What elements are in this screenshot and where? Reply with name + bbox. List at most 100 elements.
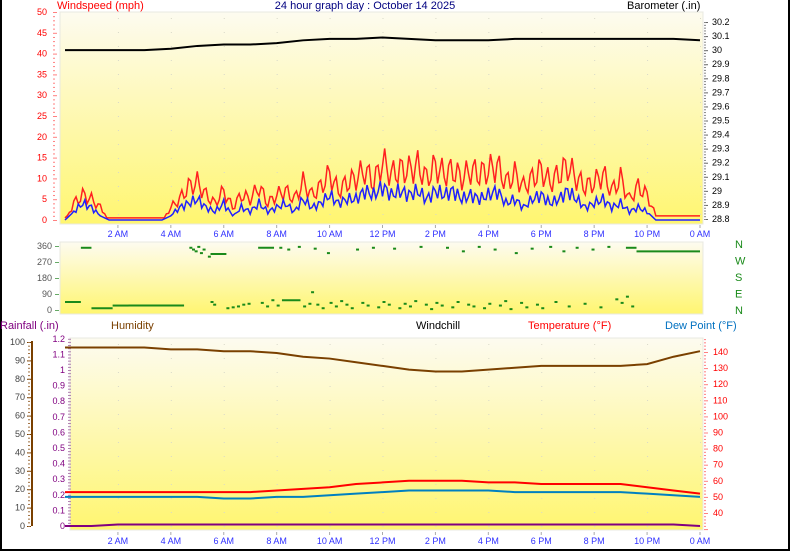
- grid-dot: [223, 442, 225, 443]
- grid-dot: [117, 456, 119, 457]
- humidity-minor-tick: [28, 393, 30, 395]
- temperature-tick: [704, 464, 708, 466]
- grid-dot: [541, 102, 543, 103]
- grid-dot: [223, 400, 225, 401]
- barometer-minor-tick: [704, 179, 706, 181]
- barometer-minor-tick: [704, 202, 706, 204]
- windspeed-tick: [53, 136, 57, 138]
- barometer-minor-tick: [704, 64, 706, 66]
- rainfall-tick: [68, 479, 71, 481]
- windspeed-tick-label: 5: [42, 194, 47, 204]
- temperature-tick: [704, 377, 706, 379]
- rainfall-tick: [68, 429, 71, 431]
- direction-tick-label: 360: [37, 241, 52, 251]
- grid-dot: [488, 116, 490, 117]
- temperature-tick: [704, 384, 708, 386]
- rainfall-tick: [68, 454, 71, 456]
- windspeed-tick: [53, 124, 55, 126]
- temperature-tick-label: 90: [713, 428, 723, 438]
- grid-dot: [223, 144, 225, 145]
- windspeed-tick: [53, 78, 55, 80]
- windspeed-tick-label: 30: [37, 90, 47, 100]
- grid-dot: [276, 158, 278, 159]
- grid-dot: [488, 102, 490, 103]
- windspeed-tick: [53, 190, 55, 192]
- barometer-minor-tick: [704, 22, 706, 24]
- barometer-minor-tick: [704, 61, 706, 63]
- grid-dot: [541, 498, 543, 499]
- humidity-minor-tick: [28, 503, 30, 505]
- direction-point: [488, 302, 492, 305]
- grid-dot: [223, 116, 225, 117]
- barometer-minor-tick: [704, 154, 706, 156]
- windspeed-tick: [53, 199, 57, 201]
- grid-dot: [541, 18, 543, 19]
- barometer-tick-label: 29.1: [712, 172, 730, 182]
- rainfall-tick: [68, 357, 71, 359]
- grid-dot: [594, 526, 596, 527]
- x-tick-label: 4 PM: [478, 229, 499, 239]
- direction-point: [440, 304, 444, 307]
- grid-dot: [647, 414, 649, 415]
- grid-dot: [276, 344, 278, 345]
- grid-dot: [170, 498, 172, 499]
- grid-dot: [329, 428, 331, 429]
- rainfall-tick-label: 0.3: [52, 474, 65, 484]
- windspeed-tick: [53, 32, 57, 34]
- grid-dot: [170, 116, 172, 117]
- grid-dot: [541, 470, 543, 471]
- grid-dot: [700, 456, 701, 457]
- grid-dot: [488, 144, 490, 145]
- direction-point: [456, 301, 460, 303]
- humidity-minor-tick: [28, 367, 30, 369]
- rainfall-tick: [68, 466, 71, 468]
- direction-point: [210, 301, 214, 303]
- temperature-tick: [704, 348, 706, 350]
- humidity-minor-tick: [28, 485, 30, 487]
- temperature-tick: [704, 500, 706, 502]
- windspeed-tick: [53, 66, 55, 68]
- windspeed-tick: [53, 182, 55, 184]
- humidity-minor-tick: [28, 397, 30, 399]
- temperature-tick: [704, 339, 706, 341]
- grid-dot: [276, 372, 278, 373]
- grid-dot: [435, 498, 437, 499]
- grid-dot: [223, 74, 225, 75]
- grid-dot: [647, 200, 649, 201]
- grid-dot: [647, 32, 649, 33]
- grid-dot: [170, 130, 172, 131]
- windspeed-tick: [53, 174, 55, 176]
- humidity-tick-label: 30: [15, 466, 25, 476]
- grid-dot: [382, 32, 384, 33]
- windspeed-tick-label: 45: [37, 28, 47, 38]
- grid-dot: [276, 414, 278, 415]
- humidity-minor-tick: [28, 518, 30, 520]
- grid-dot: [647, 102, 649, 103]
- grid-dot: [700, 32, 701, 33]
- barometer-minor-tick: [704, 72, 706, 74]
- humidity-minor-tick: [28, 375, 30, 377]
- grid-dot: [329, 186, 331, 187]
- grid-dot: [700, 526, 701, 527]
- barometer-minor-tick: [704, 100, 706, 102]
- grid-dot: [223, 484, 225, 485]
- temperature-tick: [704, 506, 706, 508]
- grid-dot: [647, 358, 649, 359]
- grid-dot: [594, 414, 596, 415]
- direction-point: [451, 306, 455, 309]
- direction-point: [483, 307, 487, 310]
- grid-dot: [541, 158, 543, 159]
- x-tick-label: 0 AM: [690, 229, 711, 239]
- grid-dot: [276, 386, 278, 387]
- direction-point: [477, 245, 481, 248]
- direction-point: [509, 308, 513, 311]
- temperature-tick: [704, 374, 706, 376]
- humidity-minor-tick: [28, 371, 30, 373]
- grid-dot: [117, 214, 119, 215]
- barometer-tick-label: 29.3: [712, 144, 730, 154]
- grid-dot: [488, 386, 490, 387]
- grid-dot: [329, 130, 331, 131]
- grid-dot: [647, 442, 649, 443]
- temperature-tick: [704, 387, 706, 389]
- temperature-tick: [704, 409, 706, 411]
